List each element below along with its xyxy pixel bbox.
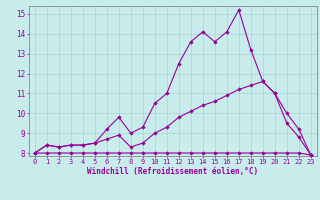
X-axis label: Windchill (Refroidissement éolien,°C): Windchill (Refroidissement éolien,°C) xyxy=(87,167,258,176)
